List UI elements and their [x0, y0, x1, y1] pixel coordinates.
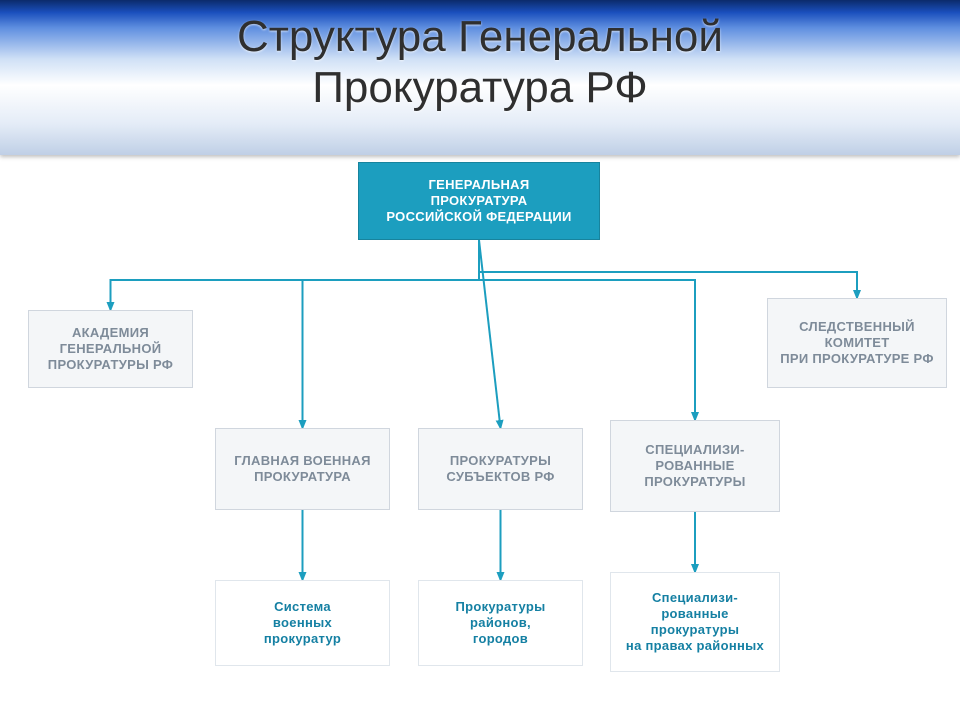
node-gvp: ГЛАВНАЯ ВОЕННАЯ ПРОКУРАТУРА: [215, 428, 390, 510]
node-specr: Специализи- рованные прокуратуры на прав…: [610, 572, 780, 672]
edge-root-subj: [479, 240, 501, 428]
node-sk: СЛЕДСТВЕННЫЙ КОМИТЕТ ПРИ ПРОКУРАТУРЕ РФ: [767, 298, 947, 388]
node-sysmil: Система военных прокуратур: [215, 580, 390, 666]
node-acad: АКАДЕМИЯ ГЕНЕРАЛЬНОЙ ПРОКУРАТУРЫ РФ: [28, 310, 193, 388]
slide-stage: { "colors": { "connector": "#1c9ebf", "r…: [0, 0, 960, 720]
node-spec: СПЕЦИАЛИЗИ- РОВАННЫЕ ПРОКУРАТУРЫ: [610, 420, 780, 512]
node-root: ГЕНЕРАЛЬНАЯ ПРОКУРАТУРА РОССИЙСКОЙ ФЕДЕР…: [358, 162, 600, 240]
edge-root-spec: [479, 240, 695, 420]
slide-title: Структура Генеральной Прокуратура РФ: [0, 12, 960, 113]
node-rayon: Прокуратуры районов, городов: [418, 580, 583, 666]
edge-root-acad: [111, 240, 480, 310]
edge-root-sk: [479, 240, 857, 298]
node-subj: ПРОКУРАТУРЫ СУБЪЕКТОВ РФ: [418, 428, 583, 510]
edge-root-gvp: [303, 240, 480, 428]
slide-header-banner: Структура Генеральной Прокуратура РФ: [0, 0, 960, 155]
